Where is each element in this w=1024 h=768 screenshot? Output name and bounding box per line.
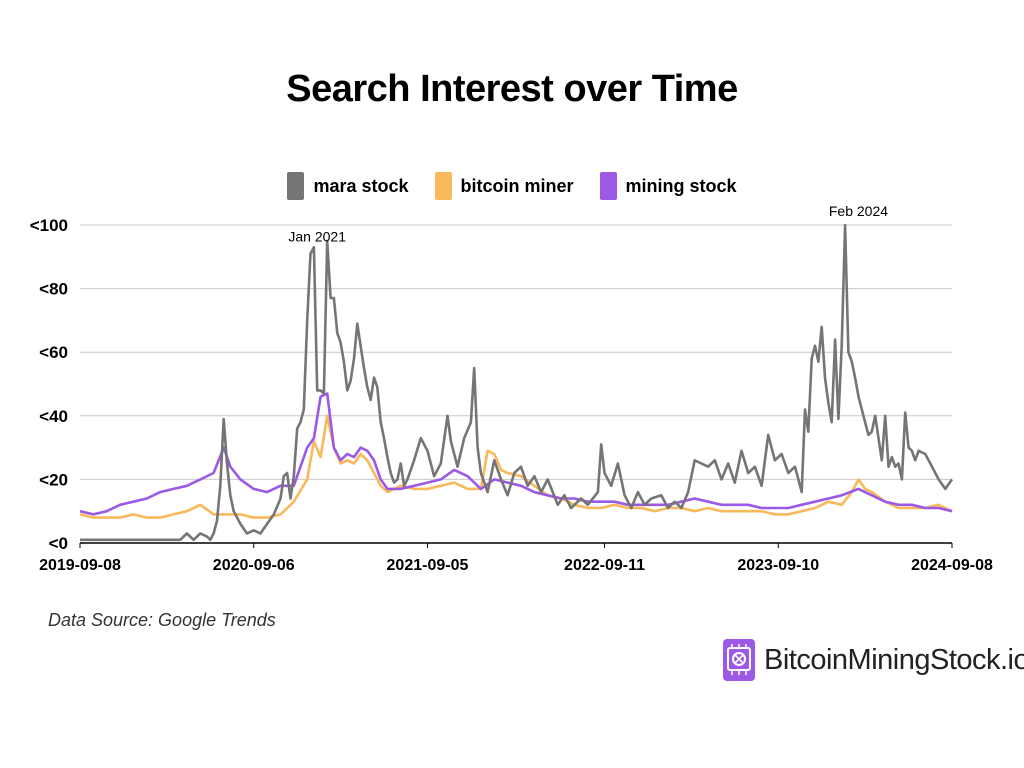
brand-name: BitcoinMiningStock.io: [764, 643, 1024, 676]
y-tick-label: <60: [39, 343, 68, 362]
x-tick-label: 2019-09-08: [39, 557, 121, 574]
chart-title: Search Interest over Time: [286, 68, 738, 110]
annotation-label: Feb 2024: [829, 203, 888, 219]
gridlines: [80, 224, 952, 544]
legend-swatch-mara-stock: [287, 172, 305, 200]
series-line-bitcoin-miner: [79, 414, 953, 519]
series-line-mining-stock: [79, 392, 953, 516]
legend-swatch-mining-stock: [599, 172, 617, 200]
legend-label-bitcoin-miner: bitcoin miner: [460, 175, 574, 196]
chip-logo-icon: [723, 639, 755, 681]
x-tick-label: 2021-09-05: [387, 557, 469, 574]
x-tick-label: 2020-09-06: [213, 557, 295, 574]
legend-swatch-bitcoin-miner: [434, 172, 452, 200]
annotations: Jan 2021 Feb 2024: [288, 203, 888, 244]
legend-item-mining-stock: mining stock: [599, 172, 737, 200]
legend-item-mara-stock: mara stock: [287, 172, 409, 200]
x-tick-label: 2024-09-08: [911, 557, 993, 574]
y-tick-label: <100: [30, 216, 68, 235]
y-tick-label: <20: [39, 470, 68, 489]
data-source-note: Data Source: Google Trends: [48, 610, 276, 630]
y-tick-label: <0: [49, 534, 68, 553]
legend-item-bitcoin-miner: bitcoin miner: [434, 172, 574, 200]
series-lines: [79, 223, 954, 542]
brand-logo: BitcoinMiningStock.io: [722, 638, 1024, 682]
annotation-label: Jan 2021: [288, 228, 346, 244]
x-tick-label: 2023-09-10: [737, 557, 819, 574]
series-line-mara-stock: [80, 223, 954, 542]
legend-label-mining-stock: mining stock: [625, 175, 737, 196]
x-tick-label: 2022-09-11: [564, 557, 645, 574]
legend-label-mara-stock: mara stock: [313, 175, 409, 196]
legend: mara stock bitcoin miner mining stock: [0, 172, 1024, 200]
y-tick-label: <40: [39, 407, 68, 426]
y-tick-label: <80: [39, 280, 68, 299]
axes: <0 <20 <40 <60 <80 <100 2019-09-08 2020-09-06 20…: [30, 216, 993, 574]
